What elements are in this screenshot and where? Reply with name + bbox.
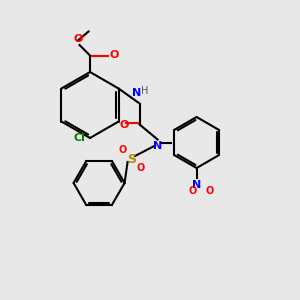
Text: O: O [110, 50, 119, 61]
Text: Cl: Cl [74, 133, 86, 143]
Text: N: N [153, 141, 162, 151]
Text: O: O [206, 185, 214, 196]
Text: O: O [188, 185, 196, 196]
Text: N: N [132, 88, 141, 98]
Text: O: O [73, 34, 83, 44]
Text: O: O [137, 163, 145, 173]
Text: O: O [119, 145, 127, 155]
Text: H: H [141, 86, 148, 97]
Text: S: S [128, 152, 136, 166]
Text: N: N [192, 180, 201, 190]
Text: O: O [120, 119, 129, 130]
